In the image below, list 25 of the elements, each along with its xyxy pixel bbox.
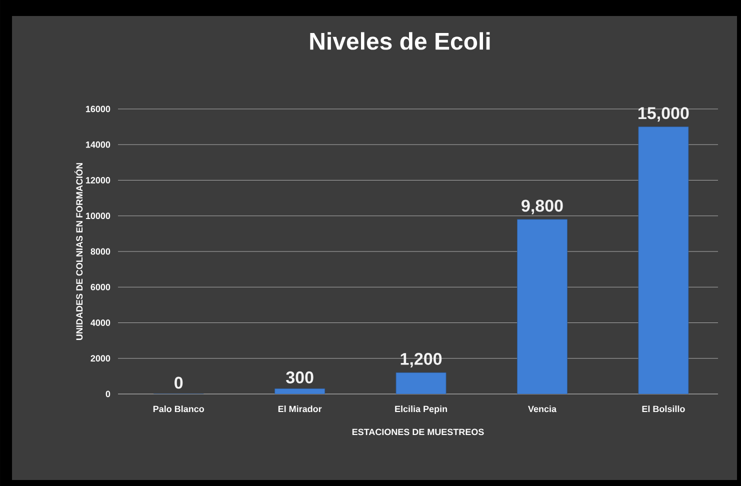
- bar: [638, 126, 689, 394]
- x-tick-label: El Mirador: [278, 406, 322, 412]
- chart-title: Niveles de Ecoli: [310, 32, 490, 50]
- y-tick-label: 4000: [90, 320, 110, 326]
- y-tick-label: 14000: [86, 141, 110, 148]
- data-label: 15,000: [638, 107, 689, 122]
- data-label: 0: [174, 376, 183, 389]
- y-tick-label: 12000: [86, 177, 110, 184]
- bar: [396, 372, 446, 394]
- x-tick-label: Palo Blanco: [153, 406, 204, 412]
- bar: [517, 219, 568, 394]
- x-axis-title: ESTACIONES DE MUESTREOS: [352, 428, 484, 436]
- y-tick-label: 8000: [90, 248, 110, 255]
- y-tick-label: 16000: [86, 106, 110, 112]
- x-tick-label: Vencia: [528, 406, 557, 412]
- y-tick-label: 2000: [90, 355, 110, 362]
- x-tick-label: El Bolsillo: [642, 406, 685, 412]
- y-tick-label: 0: [106, 390, 110, 398]
- x-tick-label: Elcilia Pepin: [395, 406, 447, 414]
- data-label: 1,200: [400, 352, 442, 368]
- y-tick-label: 6000: [90, 284, 110, 290]
- data-label: 300: [286, 371, 314, 384]
- y-axis-title: UNIDADES DE COLNIAS EN FORMACIÓN: [74, 163, 83, 340]
- y-tick-label: 10000: [86, 212, 110, 220]
- data-label: 9,800: [522, 200, 563, 214]
